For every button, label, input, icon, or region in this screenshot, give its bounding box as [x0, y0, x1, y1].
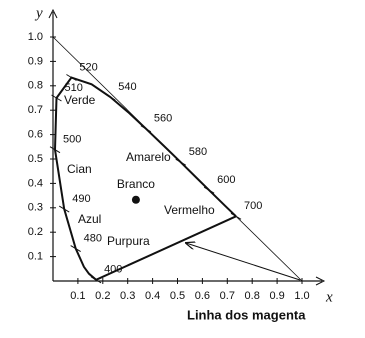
wavelength-tick — [70, 245, 81, 252]
x-tick-label: 0.8 — [245, 290, 260, 302]
x-arrow — [315, 276, 326, 286]
wavelength-tick — [90, 276, 102, 284]
annotation-arrow — [186, 243, 301, 281]
white-point-label: Branco — [117, 177, 155, 191]
region-label: Verde — [64, 93, 96, 107]
region-label: Vermelho — [164, 203, 215, 217]
wavelength-label: 540 — [118, 81, 136, 93]
wavelength-tick — [51, 94, 62, 102]
wavelength-label: 520 — [79, 61, 97, 73]
region-label: Cian — [67, 162, 92, 176]
purple-line — [95, 215, 237, 281]
spectral-locus — [53, 76, 237, 281]
annotation: Linha dos magenta — [187, 307, 306, 322]
x-tick-label: 0.3 — [120, 290, 135, 302]
wavelength-tick — [175, 158, 186, 166]
wavelength-label: 560 — [154, 113, 172, 125]
y-tick-label: 0.3 — [28, 202, 43, 214]
wavelength-label: 580 — [189, 146, 207, 158]
wavelength-tick — [230, 212, 242, 220]
x-tick-label: 0.7 — [220, 290, 235, 302]
x-axis-label: x — [325, 289, 333, 305]
x-tick-label: 0.5 — [170, 290, 185, 302]
region-label: Purpura — [107, 234, 150, 248]
wavelength-tick — [49, 146, 61, 154]
x-tick-label: 0.6 — [195, 290, 210, 302]
wavelength-tick — [58, 205, 70, 213]
wavelength-tick — [140, 125, 152, 133]
wavelength-label: 400 — [104, 264, 122, 276]
y-tick-label: 0.6 — [28, 129, 43, 141]
y-tick-label: 0.8 — [28, 80, 43, 92]
wavelength-label: 490 — [72, 193, 90, 205]
wavelength-tick — [105, 93, 116, 101]
region-label: Amarelo — [126, 150, 171, 164]
y-tick-label: 1.0 — [28, 31, 43, 43]
x-tick-label: 0.9 — [269, 290, 284, 302]
y-tick-label: 0.5 — [28, 153, 43, 165]
x-tick-label: 0.2 — [95, 290, 110, 302]
y-tick-label: 0.4 — [28, 177, 43, 189]
y-axis-label: y — [34, 5, 43, 21]
y-tick-label: 0.1 — [28, 251, 43, 263]
wavelength-tick — [66, 74, 77, 81]
wavelength-label: 600 — [217, 174, 235, 186]
wavelength-tick — [203, 186, 215, 194]
wavelength-label: 700 — [244, 200, 262, 212]
x-tick-label: 0.1 — [70, 290, 85, 302]
wavelength-label: 480 — [84, 232, 102, 244]
x-tick-label: 0.4 — [145, 290, 160, 302]
x-tick-label: 1.0 — [294, 290, 309, 302]
white-point — [131, 195, 140, 204]
wavelength-label: 510 — [64, 82, 82, 94]
y-arrow — [48, 8, 58, 19]
wavelength-label: 500 — [63, 134, 81, 146]
y-tick-label: 0.9 — [28, 55, 43, 67]
y-tick-label: 0.2 — [28, 226, 43, 238]
region-label: Azul — [78, 212, 101, 226]
y-tick-label: 0.7 — [28, 104, 43, 116]
